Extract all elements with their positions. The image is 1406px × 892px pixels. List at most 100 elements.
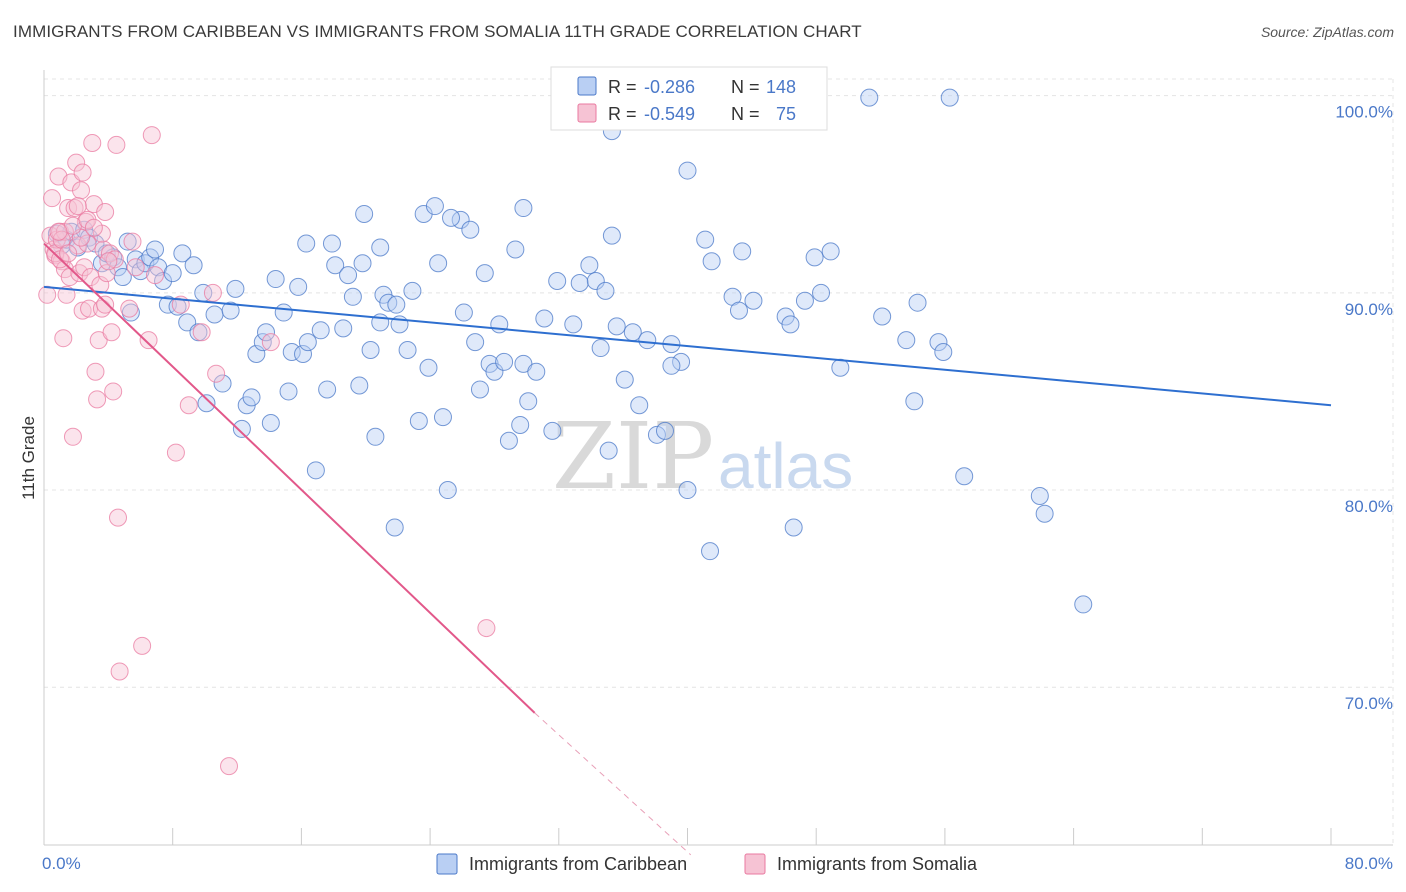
point-caribbean: [934, 342, 953, 361]
watermark-atlas: atlas: [718, 430, 853, 502]
point-caribbean: [733, 242, 752, 261]
point-somalia: [70, 264, 89, 283]
point-somalia: [84, 218, 103, 237]
series-somalia: [38, 126, 496, 776]
point-somalia: [65, 199, 84, 218]
point-caribbean: [897, 331, 916, 350]
point-somalia: [75, 258, 94, 277]
point-caribbean: [940, 88, 959, 107]
series-legend: Immigrants from Caribbean Immigrants fro…: [436, 853, 978, 875]
point-caribbean: [905, 392, 924, 411]
point-caribbean: [607, 317, 626, 336]
point-caribbean: [289, 277, 308, 296]
point-caribbean: [398, 341, 417, 360]
point-caribbean: [795, 291, 814, 310]
point-caribbean: [519, 392, 538, 411]
point-caribbean: [353, 254, 372, 273]
point-caribbean: [343, 287, 362, 306]
point-somalia: [142, 126, 161, 145]
point-caribbean: [696, 230, 715, 249]
point-somalia: [110, 662, 129, 681]
point-caribbean: [630, 396, 649, 415]
point-caribbean: [873, 307, 892, 326]
point-caribbean: [781, 315, 800, 334]
point-somalia: [192, 323, 211, 342]
point-caribbean: [831, 358, 850, 377]
point-caribbean: [385, 518, 404, 537]
point-caribbean: [221, 301, 240, 320]
point-caribbean: [701, 542, 720, 561]
point-somalia: [102, 323, 121, 342]
point-caribbean: [213, 374, 232, 393]
point-caribbean: [371, 238, 390, 257]
point-caribbean: [955, 467, 974, 486]
point-caribbean: [662, 356, 681, 375]
x-tick-label-max: 80.0%: [1345, 854, 1393, 873]
point-caribbean: [298, 333, 317, 352]
point-somalia: [104, 382, 123, 401]
point-caribbean: [812, 283, 831, 302]
point-caribbean: [514, 354, 533, 373]
point-somalia: [73, 163, 92, 182]
point-caribbean: [355, 204, 374, 223]
point-somalia: [126, 258, 145, 277]
point-caribbean: [322, 234, 341, 253]
point-somalia: [57, 285, 76, 304]
point-somalia: [207, 364, 226, 383]
point-caribbean: [580, 256, 599, 275]
series-caribbean: [47, 88, 1093, 614]
point-caribbean: [334, 319, 353, 338]
point-caribbean: [678, 161, 697, 180]
point-caribbean: [326, 256, 345, 275]
source-credit: Source: ZipAtlas.com: [1260, 24, 1394, 40]
point-caribbean: [466, 333, 485, 352]
watermark-zip: ZIP: [552, 403, 714, 510]
point-caribbean: [929, 333, 948, 352]
point-caribbean: [485, 362, 504, 381]
point-caribbean: [205, 305, 224, 324]
legend-label-somalia: Immigrants from Somalia: [777, 854, 978, 874]
point-caribbean: [306, 461, 325, 480]
point-caribbean: [266, 270, 285, 289]
y-axis-label: 11th Grade: [19, 416, 38, 500]
point-caribbean: [318, 380, 337, 399]
point-somalia: [59, 244, 78, 263]
point-caribbean: [470, 380, 489, 399]
point-somalia: [91, 275, 110, 294]
point-caribbean: [490, 315, 509, 334]
point-somalia: [89, 331, 108, 350]
stats-n-label-1: N =: [731, 77, 760, 97]
stats-n-value-2: 75: [776, 104, 796, 124]
point-caribbean: [184, 256, 203, 275]
point-caribbean: [805, 248, 824, 267]
point-caribbean: [908, 293, 927, 312]
point-caribbean: [429, 254, 448, 273]
point-somalia: [146, 266, 165, 285]
legend-swatch-caribbean: [436, 853, 458, 875]
point-caribbean: [242, 388, 261, 407]
point-somalia: [220, 757, 239, 776]
point-caribbean: [387, 295, 406, 314]
stats-legend: R = -0.286 N = 148 R = -0.549 N = 75: [550, 66, 828, 131]
point-somalia: [179, 396, 198, 415]
point-somalia: [68, 197, 87, 216]
point-caribbean: [226, 279, 245, 298]
point-caribbean: [475, 264, 494, 283]
point-somalia: [86, 362, 105, 381]
point-somalia: [107, 135, 126, 154]
point-caribbean: [294, 344, 313, 363]
point-caribbean: [261, 413, 280, 432]
stats-n-label-2: N =: [731, 104, 760, 124]
point-caribbean: [409, 412, 428, 431]
point-caribbean: [118, 232, 137, 251]
trendline-caribbean: [43, 285, 1332, 407]
point-caribbean: [257, 323, 276, 342]
point-caribbean: [297, 234, 316, 253]
point-somalia: [123, 232, 142, 251]
point-somalia: [49, 222, 68, 241]
point-caribbean: [361, 341, 380, 360]
point-caribbean: [615, 370, 634, 389]
legend-swatch-somalia: [744, 853, 766, 875]
trendline-somalia: [43, 242, 536, 714]
point-somalia: [105, 250, 124, 269]
